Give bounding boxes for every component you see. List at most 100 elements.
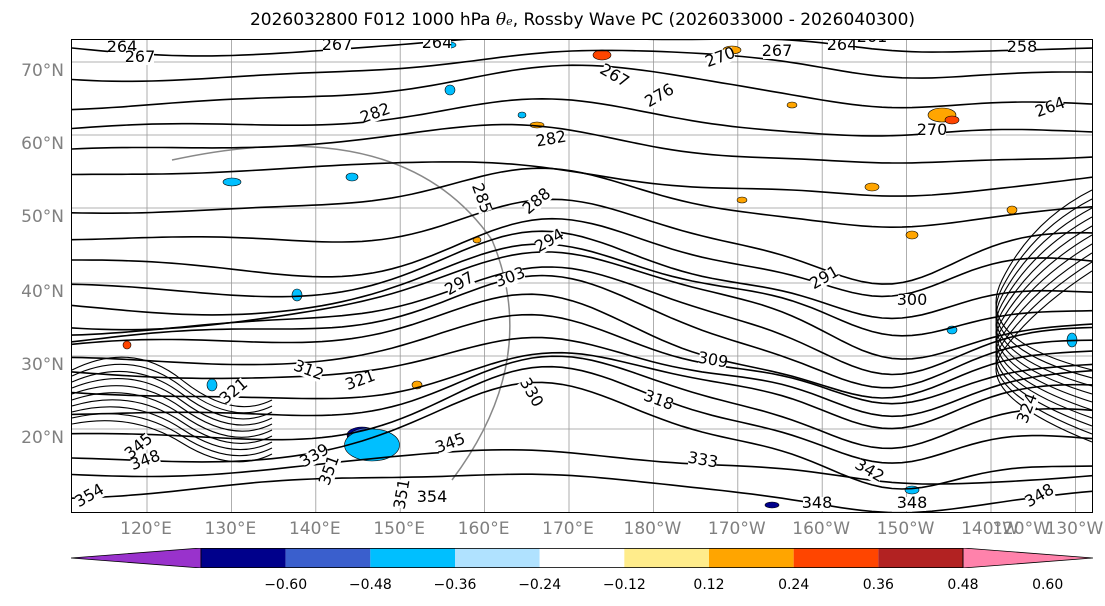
contour-label-bg	[522, 187, 553, 217]
contour-label: 351	[390, 477, 414, 510]
contour-label-bg	[598, 63, 630, 90]
lon-label: 130°W	[1045, 519, 1104, 539]
contour-label-bg	[299, 443, 331, 470]
contour-label-bg	[219, 377, 250, 407]
contour-label-text: 321	[343, 366, 378, 394]
anomaly-patch	[864, 182, 880, 192]
contour-line	[72, 365, 1092, 464]
colorbar-tick-label: −0.48	[348, 577, 392, 593]
contour-label-bg	[763, 45, 791, 59]
contour-label: 318	[641, 386, 676, 414]
colorbar-tick-label: −0.24	[518, 577, 562, 593]
contour-line	[72, 385, 273, 432]
contour-label-text: 267	[762, 41, 793, 60]
theta-e-contours	[72, 40, 1092, 512]
lon-label: 170°W	[707, 519, 766, 539]
contour-label-text: 348	[802, 493, 833, 512]
colorbar-bin	[539, 548, 625, 568]
contour-label-bg	[345, 369, 377, 393]
contour-label-bg	[1035, 96, 1067, 120]
colorbar-bin	[370, 548, 455, 568]
contour-line	[72, 266, 1092, 376]
contour-label: 264	[422, 40, 452, 52]
contour-label-bg	[393, 479, 413, 510]
contour-label-bg	[360, 102, 392, 126]
contour-label: 288	[519, 184, 555, 218]
contour-line	[72, 198, 1092, 285]
lat-label: 30°N	[21, 355, 64, 375]
contour-labels: 2642672672642612582672642702672762822822…	[72, 40, 1068, 512]
anomaly-patch	[122, 340, 132, 350]
anomaly-patch	[222, 177, 242, 187]
anomaly-patch	[736, 196, 748, 204]
contour-label-bg	[444, 271, 476, 298]
contour-label-text: 330	[516, 374, 548, 410]
contour-label-text: 303	[493, 263, 528, 291]
contour-label-text: 288	[519, 184, 555, 218]
contour-label-bg	[517, 377, 544, 409]
contour-label-text: 258	[1007, 40, 1038, 56]
lat-label: 40°N	[21, 282, 64, 302]
contour-label-text: 333	[686, 448, 719, 472]
lat-label: 70°N	[21, 61, 64, 81]
contour-label-bg	[803, 497, 831, 511]
contour-line	[995, 207, 1092, 387]
contour-label-text: 297	[441, 267, 477, 299]
contour-line	[72, 40, 1092, 57]
anomaly-patch	[786, 101, 798, 109]
contour-label-text: 276	[641, 79, 677, 111]
contour-line	[72, 274, 1092, 389]
anomaly-patch	[764, 501, 780, 509]
contour-label-text: 261	[857, 40, 888, 46]
lon-label: 120°E	[120, 519, 172, 539]
contour-label: 285	[468, 181, 496, 216]
contour-label: 276	[641, 79, 677, 111]
contour-label-text: 300	[897, 290, 928, 309]
contour-label-bg	[130, 449, 162, 473]
contour-line	[995, 198, 1092, 379]
anomaly-patch	[1006, 205, 1018, 215]
lat-label: 60°N	[21, 134, 64, 154]
contour-label-text: 348	[1021, 479, 1057, 511]
contour-label-bg	[495, 266, 527, 290]
contour-line	[72, 355, 1092, 450]
lon-label: 150°W	[876, 519, 935, 539]
contour-label: 258	[1007, 40, 1038, 56]
contour-label: 261	[857, 40, 888, 46]
contour-label-bg	[1016, 393, 1040, 425]
contour-label-bg	[323, 40, 351, 53]
contour-line	[995, 234, 1092, 411]
contour-label-bg	[644, 83, 676, 110]
contour-label-text: 282	[358, 99, 393, 127]
contour-label: 348	[802, 493, 833, 512]
contour-line	[995, 270, 1092, 443]
contour-label: 312	[291, 356, 326, 384]
contour-line	[72, 399, 273, 444]
anomaly-patch	[345, 172, 359, 182]
contour-label-text: 267	[125, 47, 156, 66]
contour-label-text: 312	[291, 356, 326, 384]
colorbar-frame	[200, 548, 964, 568]
contour-line	[72, 161, 1092, 197]
lon-label: 170°E	[542, 519, 594, 539]
colorbar-tick-label: 0.48	[947, 577, 979, 593]
contour-label: 264	[827, 40, 857, 54]
contour-label: 354	[72, 479, 107, 511]
contour-label: 330	[516, 374, 548, 410]
lon-label: 130°E	[204, 519, 257, 539]
colorbar-tick-label: −0.12	[602, 577, 646, 593]
contour-line	[72, 473, 1092, 512]
contour-line	[72, 64, 1092, 111]
contour-line	[72, 356, 273, 408]
contour-label: 267	[322, 40, 352, 54]
contour-line	[72, 370, 273, 420]
colorbar	[71, 548, 1093, 568]
contour-label-text: 270	[917, 120, 948, 139]
contour-label-text: 354	[417, 487, 448, 506]
colorbar-extend-min	[71, 548, 202, 568]
contour-label: 297	[441, 267, 477, 299]
anomaly-patch	[206, 378, 218, 392]
contour-label-text: 309	[696, 348, 729, 372]
colorbar-tick-label: 0.36	[862, 577, 894, 593]
contour-line	[995, 189, 1092, 371]
